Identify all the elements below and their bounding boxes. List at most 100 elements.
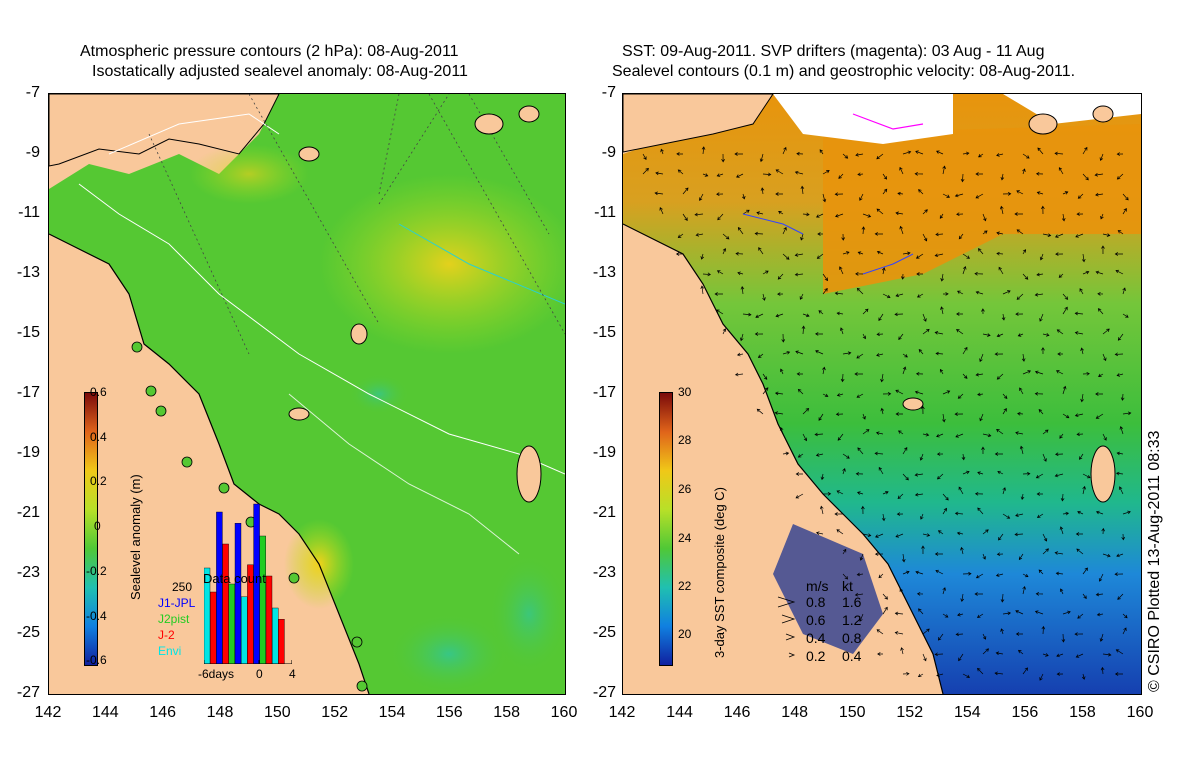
velocity-arrow xyxy=(659,207,664,215)
velocity-arrow xyxy=(957,290,964,295)
velocity-arrow xyxy=(1015,610,1024,615)
velocity-arrow xyxy=(739,333,744,342)
velocity-arrow xyxy=(997,470,1004,475)
velocity-arrow xyxy=(994,671,1004,676)
velocity-arrow xyxy=(856,353,864,359)
velocity-arrow xyxy=(1075,233,1084,238)
velocity-arrow xyxy=(1042,653,1049,657)
velocity-arrow xyxy=(962,151,970,156)
left-x-tick-144: 144 xyxy=(91,704,119,721)
left-x-tick-160: 160 xyxy=(550,704,578,721)
velocity-arrow xyxy=(855,272,864,276)
velocity-arrow xyxy=(902,366,907,375)
velocity-arrow xyxy=(862,413,866,420)
velocity-arrow xyxy=(915,150,924,155)
sst-colorbar xyxy=(659,392,673,666)
data-count-bar xyxy=(259,535,266,665)
velocity-row-1-ms: 0.8 xyxy=(806,594,826,610)
velocity-arrow xyxy=(977,392,984,397)
velocity-arrow xyxy=(1122,613,1128,619)
velocity-arrow xyxy=(874,451,884,456)
velocity-arrow xyxy=(722,233,730,240)
velocity-arrow xyxy=(756,408,764,415)
velocity-arrow xyxy=(922,432,930,437)
velocity-arrow xyxy=(876,629,884,635)
left-x-tick-146: 146 xyxy=(149,704,176,721)
velocity-arrow xyxy=(1077,193,1084,199)
velocity-arrow xyxy=(1082,371,1090,376)
velocity-arrow xyxy=(682,187,689,195)
velocity-arrow xyxy=(958,233,964,240)
velocity-arrow xyxy=(882,188,888,195)
velocity-arrow xyxy=(862,213,872,218)
velocity-arrow xyxy=(1059,588,1064,595)
velocity-arrow xyxy=(800,185,805,195)
velocity-arrow xyxy=(915,570,924,575)
velocity-arrow xyxy=(1121,533,1126,541)
velocity-arrow xyxy=(1022,471,1031,476)
velocity-arrow xyxy=(915,253,924,259)
velocity-arrow xyxy=(1055,252,1064,256)
velocity-arrow xyxy=(939,368,944,375)
velocity-arrow xyxy=(1095,270,1104,275)
velocity-arrow xyxy=(914,390,924,395)
right-x-tick-154: 154 xyxy=(953,704,981,721)
velocity-arrow xyxy=(882,293,891,299)
velocity-arrow xyxy=(957,393,964,399)
velocity-arrow xyxy=(975,372,984,377)
velocity-arrow xyxy=(1038,569,1044,575)
velocity-arrow xyxy=(895,211,904,216)
velocity-arrow xyxy=(862,429,870,435)
velocity-arrow xyxy=(974,491,984,496)
velocity-arrow xyxy=(1037,147,1044,155)
velocity-arrow xyxy=(920,513,924,520)
velocity-arrow xyxy=(876,353,884,357)
sst-map xyxy=(622,93,1142,695)
velocity-arrow xyxy=(794,253,804,257)
velocity-arrow xyxy=(1054,151,1064,156)
sla-colorbar-label: Sealevel anomaly (m) xyxy=(128,474,143,600)
velocity-arrow xyxy=(958,653,964,662)
velocity-arrow xyxy=(1035,473,1044,479)
velocity-arrow xyxy=(817,232,824,236)
velocity-arrow xyxy=(935,351,944,356)
velocity-arrow xyxy=(721,153,725,163)
velocity-arrow xyxy=(1076,432,1084,437)
velocity-arrow xyxy=(942,165,946,175)
velocity-arrow xyxy=(814,332,824,336)
velocity-arrow xyxy=(1034,610,1044,615)
velocity-arrow xyxy=(876,208,884,215)
velocity-arrow xyxy=(956,531,964,536)
velocity-arrow xyxy=(655,171,664,176)
velocity-arrow xyxy=(955,433,964,438)
velocity-arrow xyxy=(700,253,705,260)
velocity-arrow xyxy=(1117,333,1124,341)
velocity-arrow xyxy=(1102,553,1111,558)
velocity-arrow xyxy=(794,170,804,175)
velocity-arrow xyxy=(756,211,764,215)
velocity-arrow xyxy=(982,433,992,438)
velocity-arrow xyxy=(1022,153,1030,159)
velocity-arrow xyxy=(936,452,944,456)
left-x-tick-158: 158 xyxy=(493,704,520,721)
velocity-arrow xyxy=(774,411,784,415)
velocity-arrow xyxy=(1019,387,1024,395)
velocity-arrow xyxy=(916,293,924,298)
velocity-arrow xyxy=(874,552,884,556)
velocity-arrow xyxy=(922,209,928,215)
velocity-arrow xyxy=(862,333,866,340)
velocity-arrow xyxy=(874,232,884,236)
velocity-arrow xyxy=(1055,370,1064,375)
velocity-arrow xyxy=(654,191,664,196)
velocity-arrow xyxy=(936,473,944,480)
left-y-tick--11: -11 xyxy=(18,204,40,221)
velocity-arrow xyxy=(1077,613,1084,619)
csiro-credit: © CSIRO Plotted 13-Aug-2011 08:33 xyxy=(1146,430,1163,692)
velocity-arrow xyxy=(881,513,886,522)
velocity-arrow xyxy=(1056,329,1064,335)
velocity-arrow xyxy=(1022,370,1032,375)
velocity-arrow xyxy=(916,592,924,596)
velocity-arrow xyxy=(742,209,750,215)
velocity-arrow xyxy=(996,428,1004,435)
velocity-arrow xyxy=(916,272,924,276)
